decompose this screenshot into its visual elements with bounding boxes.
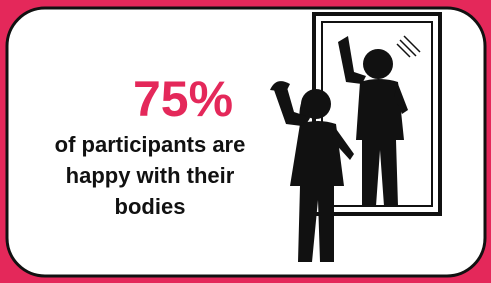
page: 75% of participants are happy with their… (0, 0, 491, 283)
caption-line: of participants are (55, 132, 246, 157)
stat: 75% (133, 71, 233, 127)
caption-line: bodies (115, 194, 186, 219)
caption-line: happy with their (66, 163, 235, 188)
infographic: 75% of participants are happy with their… (0, 0, 491, 283)
